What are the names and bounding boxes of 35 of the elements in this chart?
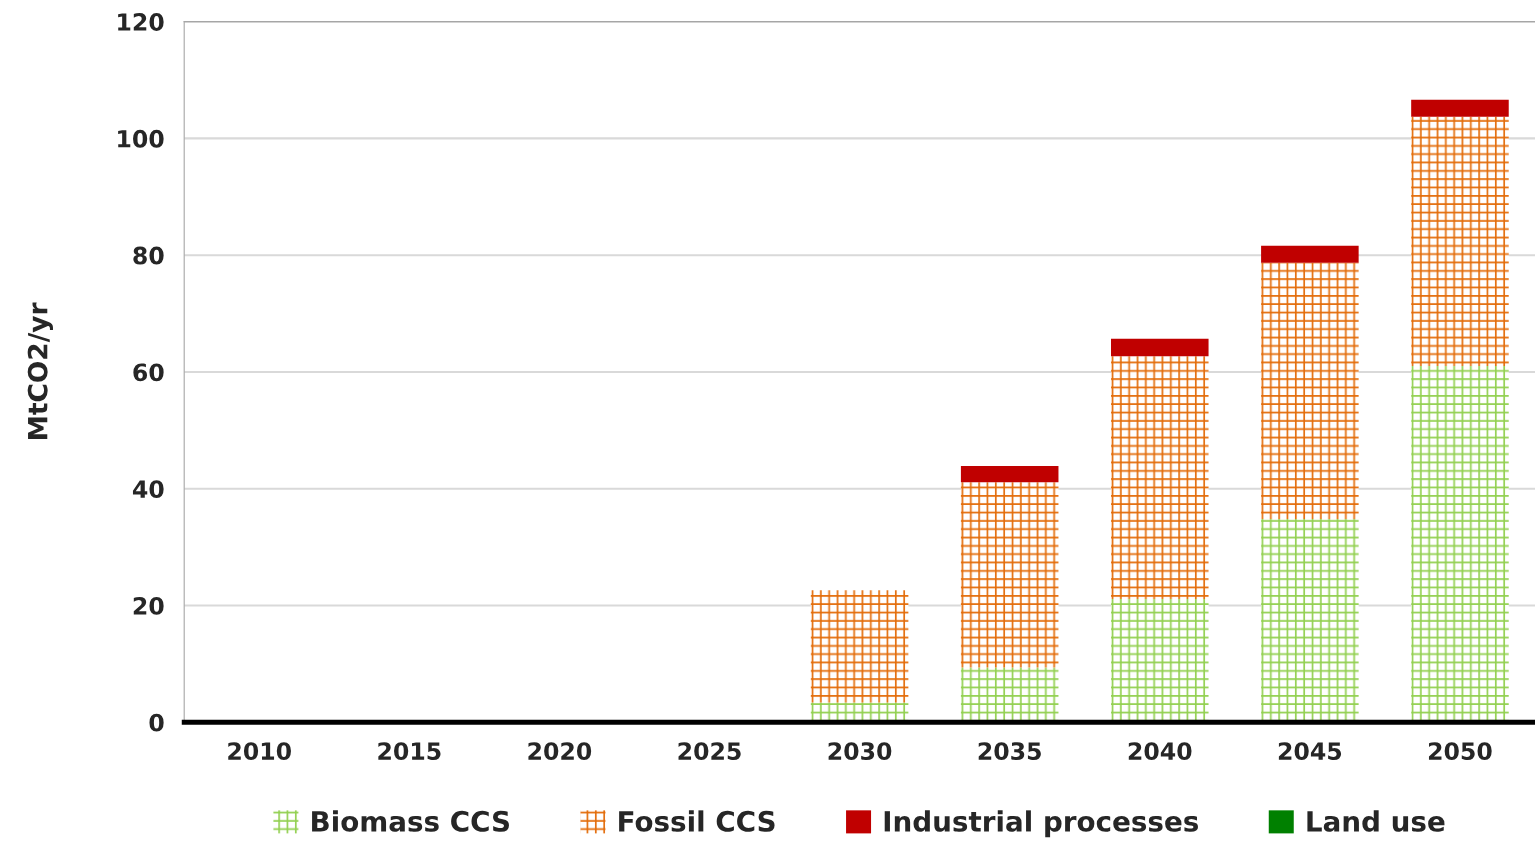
bar bbox=[1111, 599, 1209, 723]
y-tick-label: 40 bbox=[132, 480, 164, 499]
x-tick-label: 2045 bbox=[1278, 742, 1342, 760]
bar bbox=[810, 590, 909, 703]
legend-label: Biomass CCS bbox=[312, 810, 509, 832]
x-tick-label: 2025 bbox=[678, 742, 741, 760]
legend-label: Industrial processes bbox=[884, 810, 1198, 838]
y-tick-label: 120 bbox=[118, 13, 164, 31]
bar bbox=[810, 702, 909, 723]
x-tick-label: 2035 bbox=[978, 742, 1041, 760]
legend-label: Fossil CCS bbox=[619, 810, 775, 832]
y-tick-label: 100 bbox=[118, 129, 164, 148]
x-tick-label: 2015 bbox=[378, 742, 441, 760]
x-tick-label: 2050 bbox=[1428, 742, 1492, 760]
bar bbox=[1261, 245, 1359, 263]
bar bbox=[1261, 519, 1359, 723]
y-tick-label: 0 bbox=[149, 713, 164, 732]
bar bbox=[1411, 366, 1509, 723]
legend-label: Land use bbox=[1307, 810, 1445, 832]
x-tick-label: 2030 bbox=[828, 742, 892, 760]
bar bbox=[1411, 116, 1509, 367]
y-tick-label: 80 bbox=[133, 246, 164, 265]
bar bbox=[1261, 262, 1359, 520]
x-tick-label: 2010 bbox=[228, 742, 291, 760]
bar bbox=[960, 482, 1059, 668]
bar bbox=[960, 465, 1059, 483]
bar bbox=[1111, 338, 1209, 357]
y-axis-title: MtCO2/yr bbox=[27, 302, 53, 439]
x-tick-label: 2020 bbox=[528, 742, 592, 760]
bar bbox=[960, 667, 1059, 723]
y-tick-label: 20 bbox=[133, 596, 164, 615]
bar bbox=[1111, 356, 1209, 600]
y-tick-label: 60 bbox=[133, 363, 164, 382]
bar bbox=[1411, 99, 1509, 117]
x-tick-label: 2040 bbox=[1128, 742, 1192, 760]
